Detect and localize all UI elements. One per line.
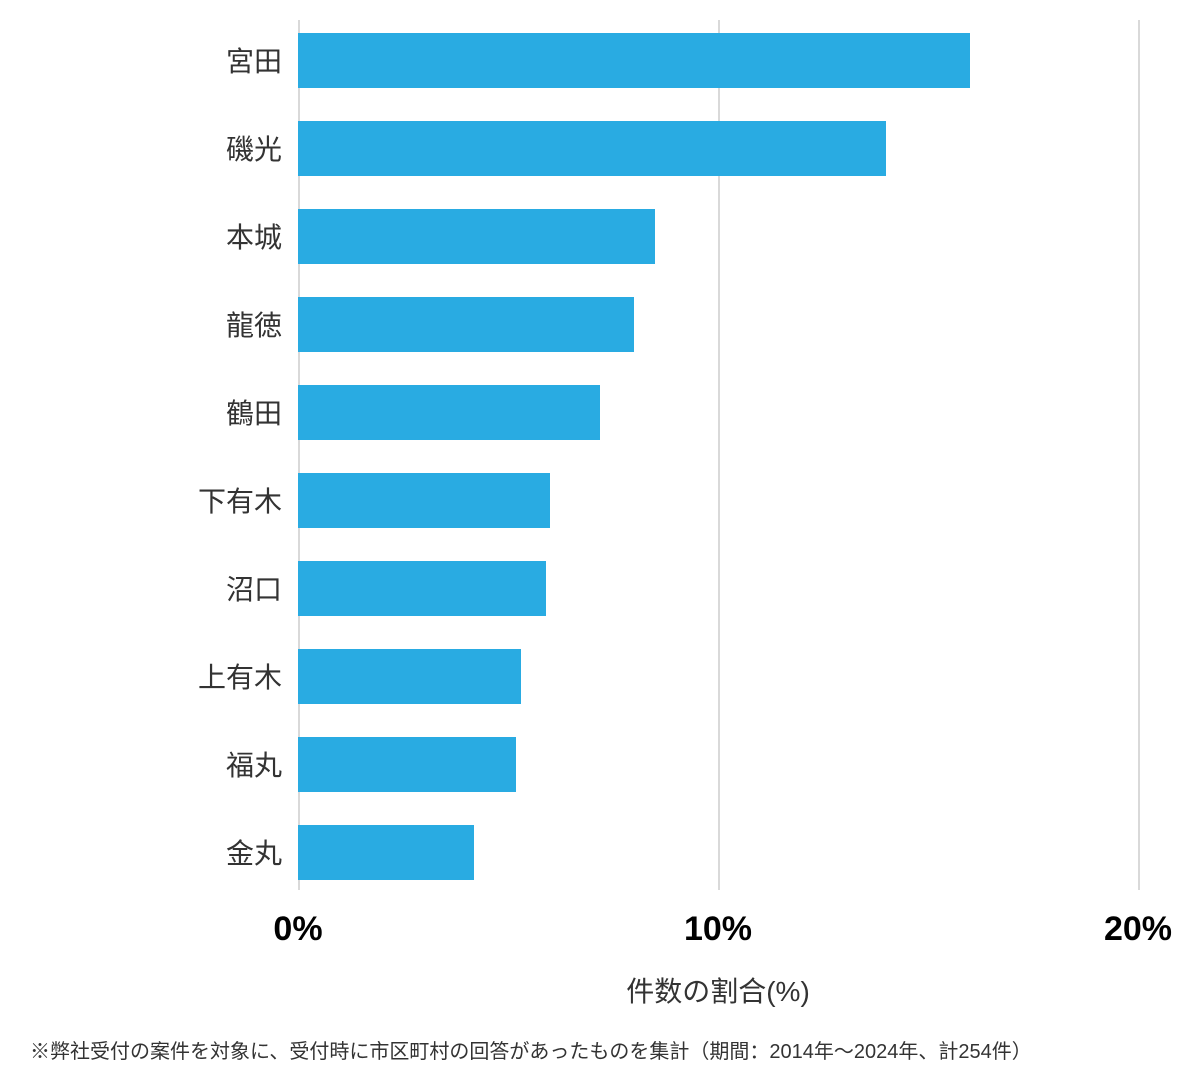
x-axis-tick-label: 0% <box>273 910 322 949</box>
bar-row <box>298 121 1138 176</box>
bar-row <box>298 33 1138 88</box>
bar-row <box>298 209 1138 264</box>
bar <box>298 561 546 616</box>
chart-footnote: ※弊社受付の案件を対象に、受付時に市区町村の回答があったものを集計（期間：201… <box>30 1035 1032 1064</box>
x-axis-title: 件数の割合(%) <box>626 970 810 1010</box>
bar-row <box>298 473 1138 528</box>
bar <box>298 297 634 352</box>
y-axis-label: 金丸 <box>226 825 282 880</box>
bar-row <box>298 825 1138 880</box>
y-axis-label: 沼口 <box>226 561 282 616</box>
bar <box>298 737 516 792</box>
y-axis-labels: 宮田磯光本城龍徳鶴田下有木沼口上有木福丸金丸 <box>0 20 282 890</box>
y-axis-label: 宮田 <box>226 33 282 88</box>
bar <box>298 825 474 880</box>
bar-row <box>298 297 1138 352</box>
bar <box>298 385 600 440</box>
y-axis-label: 鶴田 <box>226 385 282 440</box>
chart-container: 宮田磯光本城龍徳鶴田下有木沼口上有木福丸金丸 0% 10% 20% 件数の割合(%)… <box>0 0 1200 1069</box>
y-axis-label: 磯光 <box>226 121 282 176</box>
bar <box>298 33 970 88</box>
y-axis-label: 本城 <box>226 209 282 264</box>
bar-row <box>298 561 1138 616</box>
bar-row <box>298 737 1138 792</box>
bar <box>298 209 655 264</box>
x-axis-tick-label: 10% <box>684 910 752 949</box>
bar <box>298 649 521 704</box>
bar-row <box>298 385 1138 440</box>
x-axis-tick-label: 20% <box>1104 910 1172 949</box>
y-axis-label: 龍徳 <box>226 297 282 352</box>
y-axis-label: 福丸 <box>226 737 282 792</box>
y-axis-label: 上有木 <box>198 649 282 704</box>
bar-row <box>298 649 1138 704</box>
y-axis-label: 下有木 <box>198 473 282 528</box>
gridline <box>1138 20 1140 890</box>
plot-area <box>298 20 1138 890</box>
bar <box>298 473 550 528</box>
bar <box>298 121 886 176</box>
